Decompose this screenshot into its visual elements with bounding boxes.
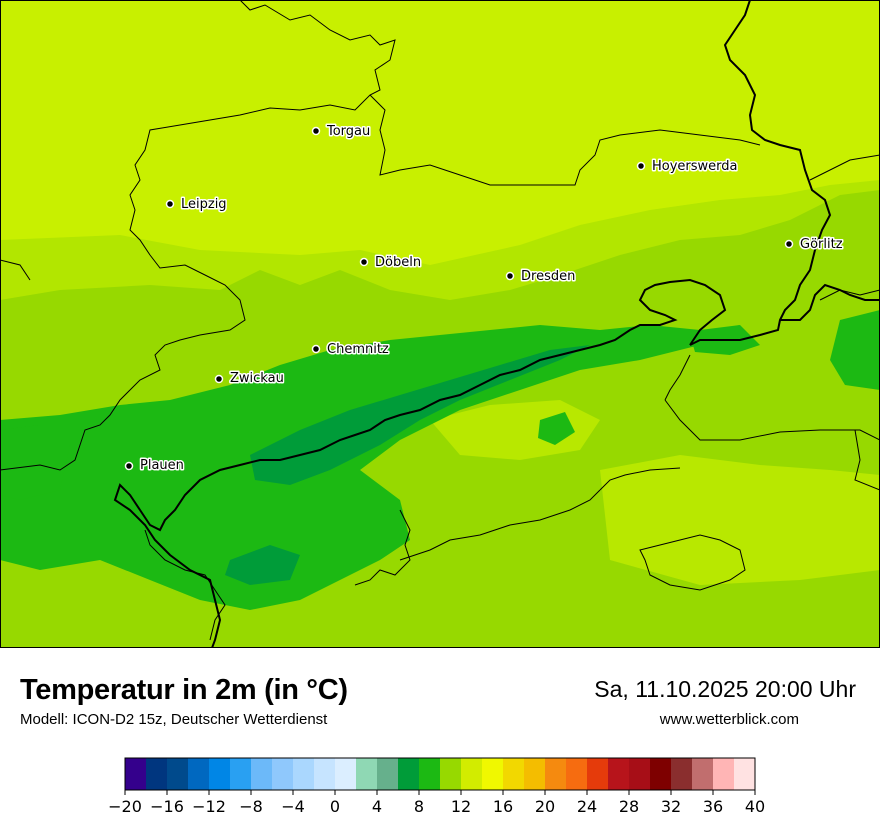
colorbar-tick-label: −8 bbox=[239, 797, 263, 816]
colorbar-swatch bbox=[482, 758, 504, 790]
colorbar-tick-label: 0 bbox=[330, 797, 340, 816]
colorbar-tick-label: 12 bbox=[451, 797, 471, 816]
colorbar-swatch bbox=[377, 758, 399, 790]
colorbar-swatch bbox=[419, 758, 441, 790]
svg-text:Hoyerswerda: Hoyerswerda bbox=[652, 159, 738, 174]
colorbar-swatch bbox=[734, 758, 756, 790]
colorbar-swatch bbox=[293, 758, 315, 790]
city-torgau: Torgau bbox=[311, 123, 372, 141]
colorbar-swatch bbox=[608, 758, 630, 790]
colorbar-tick-label: −4 bbox=[281, 797, 305, 816]
colorbar-swatch bbox=[272, 758, 294, 790]
colorbar-swatch bbox=[545, 758, 567, 790]
colorbar-swatch bbox=[146, 758, 168, 790]
colorbar-swatch bbox=[503, 758, 525, 790]
colorbar-swatch bbox=[692, 758, 714, 790]
colorbar-tick-label: 20 bbox=[535, 797, 555, 816]
colorbar-swatch bbox=[524, 758, 546, 790]
temperature-patch-west bbox=[0, 425, 70, 500]
colorbar-swatch bbox=[650, 758, 672, 790]
colorbar-swatch bbox=[230, 758, 252, 790]
colorbar-tick-label: 4 bbox=[372, 797, 382, 816]
colorbar-legend: −20 −16 −12 −8 −4 0 4 8 12 16 20 24 28 32 36 40 bbox=[108, 757, 765, 816]
colorbar-tick-label: −12 bbox=[192, 797, 226, 816]
colorbar-swatch bbox=[440, 758, 462, 790]
temperature-zone-6 bbox=[250, 345, 590, 485]
colorbar-swatch bbox=[587, 758, 609, 790]
svg-text:Döbeln: Döbeln bbox=[375, 255, 421, 270]
city-goerlitz: Görlitz bbox=[784, 236, 844, 254]
colorbar-swatch bbox=[125, 758, 147, 790]
city-hoyerswerda: Hoyerswerda bbox=[636, 158, 739, 176]
colorbar-swatch bbox=[335, 758, 357, 790]
map-footer: Temperatur in 2m (in °C) Modell: ICON-D2… bbox=[0, 648, 880, 830]
temperature-map: Torgau Hoyerswerda Leipzig Görlitz Döbel… bbox=[0, 0, 880, 648]
colorbar-outline bbox=[124, 757, 756, 791]
colorbar-tick-label: 24 bbox=[577, 797, 597, 816]
temperature-patch-south-light bbox=[600, 455, 880, 585]
colorbar-swatch bbox=[356, 758, 378, 790]
temperature-patch-east bbox=[830, 310, 880, 390]
svg-text:Leipzig: Leipzig bbox=[181, 197, 227, 212]
colorbar-swatch bbox=[629, 758, 651, 790]
colorbar-swatch bbox=[209, 758, 231, 790]
city-plauen: Plauen bbox=[124, 457, 185, 475]
svg-text:Chemnitz: Chemnitz bbox=[327, 342, 389, 357]
colorbar-swatch bbox=[188, 758, 210, 790]
temperature-zone-6-west bbox=[225, 545, 300, 585]
colorbar-tick-label: −20 bbox=[108, 797, 142, 816]
svg-text:Dresden: Dresden bbox=[521, 269, 575, 284]
colorbar-swatch bbox=[251, 758, 273, 790]
country-border bbox=[113, 0, 880, 648]
colorbar-swatches bbox=[125, 758, 756, 790]
colorbar-tick-label: 36 bbox=[703, 797, 723, 816]
website-label: www.wetterblick.com bbox=[659, 711, 799, 728]
svg-text:Zwickau: Zwickau bbox=[230, 371, 284, 386]
svg-text:Torgau: Torgau bbox=[326, 124, 370, 139]
svg-text:Plauen: Plauen bbox=[140, 458, 184, 473]
colorbar-tick-label: 40 bbox=[745, 797, 765, 816]
svg-text:Görlitz: Görlitz bbox=[800, 237, 843, 252]
colorbar-tick-label: 28 bbox=[619, 797, 639, 816]
city-dresden: Dresden bbox=[505, 268, 577, 286]
city-chemnitz: Chemnitz bbox=[311, 341, 390, 359]
colorbar-tick-label: 16 bbox=[493, 797, 513, 816]
colorbar-swatch bbox=[671, 758, 693, 790]
colorbar-ticks: −20 −16 −12 −8 −4 0 4 8 12 16 20 24 28 32 36 40 bbox=[108, 790, 765, 816]
model-info: Modell: ICON-D2 15z, Deutscher Wetterdie… bbox=[20, 711, 328, 728]
colorbar-swatch bbox=[398, 758, 420, 790]
temperature-patch-center bbox=[538, 412, 575, 445]
city-zwickau: Zwickau bbox=[214, 370, 285, 388]
colorbar-swatch bbox=[314, 758, 336, 790]
map-title: Temperatur in 2m (in °C) bbox=[20, 674, 348, 706]
forecast-datetime: Sa, 11.10.2025 20:00 Uhr bbox=[594, 676, 856, 702]
colorbar-tick-label: −16 bbox=[150, 797, 184, 816]
city-leipzig: Leipzig bbox=[165, 196, 228, 214]
colorbar-swatch bbox=[461, 758, 483, 790]
colorbar-swatch bbox=[713, 758, 735, 790]
colorbar-tick-label: 32 bbox=[661, 797, 681, 816]
temperature-zone-8 bbox=[0, 325, 740, 610]
city-doebeln: Döbeln bbox=[359, 254, 423, 272]
colorbar-tick-label: 8 bbox=[414, 797, 424, 816]
colorbar-swatch bbox=[167, 758, 189, 790]
colorbar-swatch bbox=[566, 758, 588, 790]
